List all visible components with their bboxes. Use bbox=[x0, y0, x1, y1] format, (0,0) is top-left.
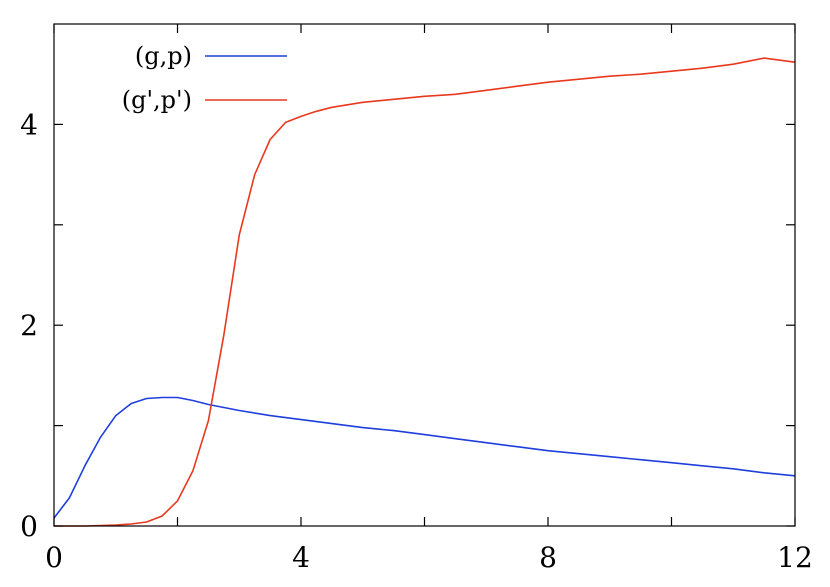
x-tick-label: 4 bbox=[292, 541, 310, 574]
x-tick-label: 12 bbox=[777, 541, 813, 574]
series-line-1 bbox=[53, 396, 796, 519]
y-tick-label: 2 bbox=[20, 309, 38, 342]
ticks-layer bbox=[53, 24, 796, 527]
tick-labels-layer: 0 4 8 12 0 2 4 bbox=[20, 108, 813, 574]
series-line-2 bbox=[54, 57, 796, 527]
x-tick-label: 0 bbox=[45, 541, 63, 574]
x-tick-label: 8 bbox=[539, 541, 557, 574]
series-layer bbox=[53, 57, 796, 527]
legend-label-1: (g,p) bbox=[135, 42, 192, 70]
y-tick-label: 0 bbox=[20, 510, 38, 543]
y-tick-label: 4 bbox=[20, 108, 38, 141]
legend-label-2: (g',p') bbox=[122, 86, 192, 114]
legend: (g,p) (g',p') bbox=[122, 42, 287, 114]
